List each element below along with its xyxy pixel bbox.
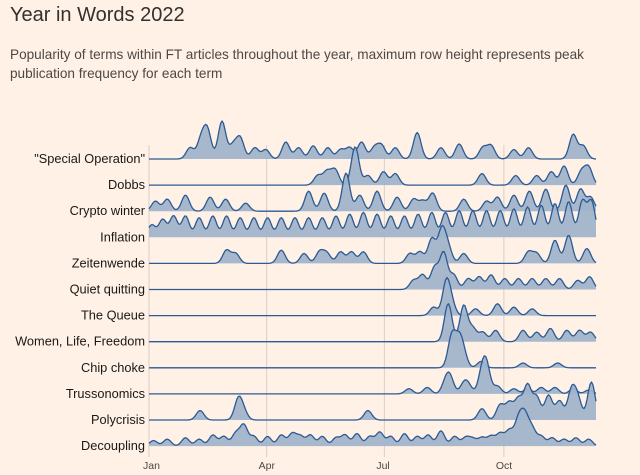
term-label-inflation: Inflation — [100, 229, 145, 244]
x-tick-oct: Oct — [496, 460, 512, 472]
ridge-area-special-operation — [149, 121, 596, 159]
term-label-crypto-winter: Crypto winter — [70, 203, 146, 218]
ridge-polycrisis — [149, 381, 597, 421]
ridge-line-polycrisis — [149, 381, 597, 421]
term-label-chip-choke: Chip choke — [81, 360, 145, 375]
ridge-line-dobbs — [149, 146, 597, 186]
chart-title: Year in Words 2022 — [10, 4, 185, 26]
x-tick-apr: Apr — [259, 460, 276, 472]
ridge-area-crypto-winter — [149, 173, 596, 212]
term-label-quiet-quitting: Quiet quitting — [70, 282, 145, 297]
term-label-polycrisis: Polycrisis — [91, 412, 145, 427]
ridge-the-queue — [149, 276, 596, 317]
x-axis-ticks: Jan Apr Jul Oct — [143, 460, 512, 472]
x-tick-jul: Jul — [376, 460, 389, 472]
ridge-area-quiet-quitting — [149, 251, 596, 290]
ridge-inflation — [148, 198, 597, 238]
ridge-zeitenwende — [149, 224, 597, 265]
ridge-line-quiet-quitting — [149, 250, 597, 291]
ridge-area-trussonomics — [149, 355, 596, 394]
ridge-quiet-quitting — [149, 250, 597, 291]
ridge-line-special-operation — [149, 120, 597, 160]
ridge-trussonomics — [149, 355, 597, 395]
ridge-area-women-life-freedom — [149, 303, 596, 342]
ridge-women-life-freedom — [149, 303, 597, 343]
ridge-line-trussonomics — [149, 355, 597, 395]
ridge-area-inflation — [149, 199, 596, 238]
ridge-line-inflation — [148, 198, 597, 231]
term-label-decoupling: Decoupling — [81, 438, 145, 453]
x-tick-jan: Jan — [143, 460, 160, 472]
ridge-line-crypto-winter — [148, 172, 597, 212]
ridge-dobbs — [149, 146, 597, 186]
term-label-dobbs: Dobbs — [108, 177, 145, 192]
ridge-area-zeitenwende — [149, 225, 596, 264]
ridge-line-women-life-freedom — [149, 303, 597, 343]
term-label-women-life-freedom: Women, Life, Freedom — [15, 334, 145, 349]
ridge-area-decoupling — [149, 408, 596, 447]
chart-subtitle: Popularity of terms within FT articles t… — [10, 47, 584, 81]
term-label-trussonomics: Trussonomics — [66, 386, 145, 401]
ridges-group — [148, 120, 597, 447]
ridge-line-zeitenwende — [149, 224, 597, 265]
term-label-the-queue: The Queue — [81, 308, 145, 323]
ridge-line-chip-choke — [149, 329, 596, 369]
ridge-line-decoupling — [148, 407, 597, 446]
ridge-area-chip-choke — [149, 329, 596, 368]
term-labels: "Special Operation" Dobbs Crypto winter Inf… — [15, 151, 146, 453]
term-label-special-operation: "Special Operation" — [34, 151, 145, 166]
term-label-zeitenwende: Zeitenwende — [72, 255, 145, 270]
ridge-crypto-winter — [148, 172, 597, 212]
ridge-line-the-queue — [149, 276, 596, 317]
ridge-decoupling — [148, 407, 597, 447]
ridge-special-operation — [149, 120, 597, 160]
ridge-chip-choke — [149, 329, 596, 369]
